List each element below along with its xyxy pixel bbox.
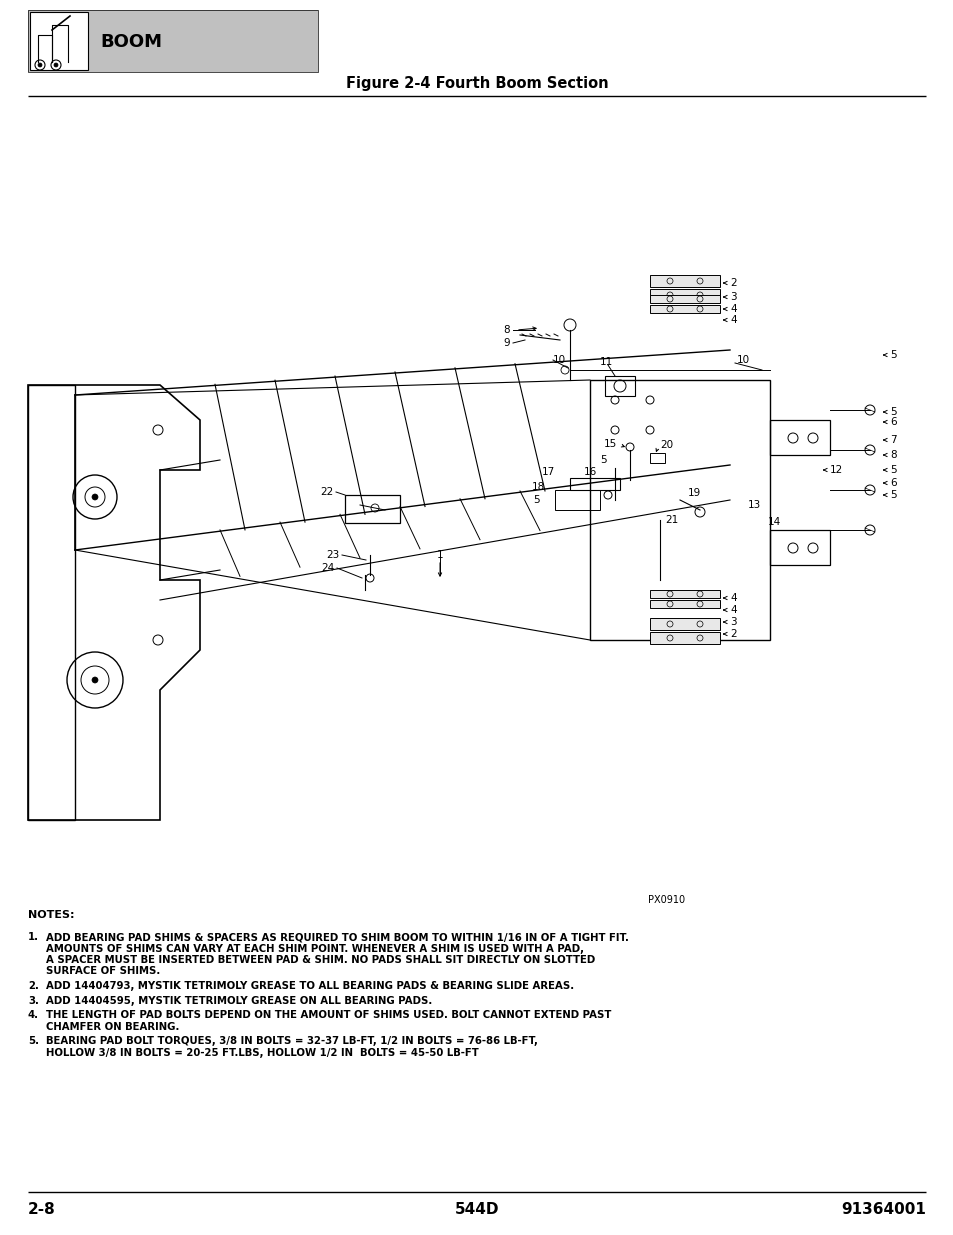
Bar xyxy=(769,530,829,564)
Bar xyxy=(649,600,720,608)
Text: 6: 6 xyxy=(889,417,896,427)
Circle shape xyxy=(91,677,98,683)
Text: 10: 10 xyxy=(737,354,749,366)
Text: 16: 16 xyxy=(583,467,597,477)
Text: ADD 14404595, MYSTIK TETRIMOLY GREASE ON ALL BEARING PADS.: ADD 14404595, MYSTIK TETRIMOLY GREASE ON… xyxy=(46,995,432,1005)
Bar xyxy=(649,305,720,312)
Text: 1: 1 xyxy=(436,550,443,559)
Bar xyxy=(649,289,720,301)
Text: ADD 14404793, MYSTIK TETRIMOLY GREASE TO ALL BEARING PADS & BEARING SLIDE AREAS.: ADD 14404793, MYSTIK TETRIMOLY GREASE TO… xyxy=(46,981,574,990)
Text: 13: 13 xyxy=(747,500,760,510)
Text: 5: 5 xyxy=(889,350,896,359)
Text: 5: 5 xyxy=(889,466,896,475)
Text: 5.: 5. xyxy=(28,1036,39,1046)
Text: BOOM: BOOM xyxy=(100,33,162,51)
Text: 4: 4 xyxy=(729,593,736,603)
Text: 2.: 2. xyxy=(28,981,39,990)
Text: 1.: 1. xyxy=(28,932,39,942)
Bar xyxy=(345,495,399,522)
Text: 22: 22 xyxy=(320,487,334,496)
Text: BEARING PAD BOLT TORQUES, 3/8 IN BOLTS = 32-37 LB-FT, 1/2 IN BOLTS = 76-86 LB-FT: BEARING PAD BOLT TORQUES, 3/8 IN BOLTS =… xyxy=(46,1036,537,1046)
Text: 4: 4 xyxy=(729,605,736,615)
Text: 17: 17 xyxy=(541,467,555,477)
Text: 19: 19 xyxy=(687,488,700,498)
Text: THE LENGTH OF PAD BOLTS DEPEND ON THE AMOUNT OF SHIMS USED. BOLT CANNOT EXTEND P: THE LENGTH OF PAD BOLTS DEPEND ON THE AM… xyxy=(46,1010,611,1020)
Text: 5: 5 xyxy=(889,408,896,417)
Text: 544D: 544D xyxy=(455,1203,498,1218)
Bar xyxy=(769,420,829,454)
Text: 5: 5 xyxy=(889,490,896,500)
Bar xyxy=(604,375,635,396)
Bar xyxy=(589,380,769,640)
Text: 3.: 3. xyxy=(28,995,39,1005)
Text: AMOUNTS OF SHIMS CAN VARY AT EACH SHIM POINT. WHENEVER A SHIM IS USED WITH A PAD: AMOUNTS OF SHIMS CAN VARY AT EACH SHIM P… xyxy=(46,944,583,953)
Text: 18: 18 xyxy=(531,482,544,492)
Text: 23: 23 xyxy=(327,550,339,559)
Bar xyxy=(649,275,720,287)
Bar xyxy=(28,10,317,72)
Text: 91364001: 91364001 xyxy=(841,1203,925,1218)
Text: 2-8: 2-8 xyxy=(28,1203,55,1218)
Circle shape xyxy=(38,63,42,67)
Bar xyxy=(649,295,720,303)
Text: 2: 2 xyxy=(729,629,736,638)
Text: ADD BEARING PAD SHIMS & SPACERS AS REQUIRED TO SHIM BOOM TO WITHIN 1/16 IN OF A : ADD BEARING PAD SHIMS & SPACERS AS REQUI… xyxy=(46,932,628,942)
Text: 11: 11 xyxy=(599,357,613,367)
Text: 20: 20 xyxy=(659,440,673,450)
Text: NOTES:: NOTES: xyxy=(28,910,74,920)
Text: A SPACER MUST BE INSERTED BETWEEN PAD & SHIM. NO PADS SHALL SIT DIRECTLY ON SLOT: A SPACER MUST BE INSERTED BETWEEN PAD & … xyxy=(46,955,595,965)
Text: 5: 5 xyxy=(599,454,606,466)
Text: 7: 7 xyxy=(889,435,896,445)
Text: PX0910: PX0910 xyxy=(647,895,684,905)
Text: SURFACE OF SHIMS.: SURFACE OF SHIMS. xyxy=(46,967,160,977)
Bar xyxy=(30,12,88,70)
Bar xyxy=(649,618,720,630)
Bar xyxy=(649,590,720,598)
Text: 3: 3 xyxy=(729,618,736,627)
Bar xyxy=(569,478,619,490)
Text: 9: 9 xyxy=(503,338,510,348)
Text: 3: 3 xyxy=(729,291,736,303)
Text: Figure 2-4 Fourth Boom Section: Figure 2-4 Fourth Boom Section xyxy=(345,77,608,91)
Circle shape xyxy=(91,494,98,500)
Text: CHAMFER ON BEARING.: CHAMFER ON BEARING. xyxy=(46,1021,179,1031)
Bar xyxy=(649,453,664,463)
Bar xyxy=(28,10,317,72)
Text: HOLLOW 3/8 IN BOLTS = 20-25 FT.LBS, HOLLOW 1/2 IN  BOLTS = 45-50 LB-FT: HOLLOW 3/8 IN BOLTS = 20-25 FT.LBS, HOLL… xyxy=(46,1047,478,1057)
Text: 24: 24 xyxy=(321,563,335,573)
Text: 4: 4 xyxy=(729,304,736,314)
Text: 12: 12 xyxy=(829,466,842,475)
Text: 8: 8 xyxy=(889,450,896,459)
Text: 10: 10 xyxy=(553,354,565,366)
Text: 14: 14 xyxy=(767,517,781,527)
Text: 5: 5 xyxy=(533,495,539,505)
Text: 4: 4 xyxy=(729,315,736,325)
Text: 6: 6 xyxy=(889,478,896,488)
Text: 15: 15 xyxy=(603,438,617,450)
Text: 2: 2 xyxy=(729,278,736,288)
Bar xyxy=(649,632,720,643)
Text: 4.: 4. xyxy=(28,1010,39,1020)
Circle shape xyxy=(54,63,58,67)
Text: 21: 21 xyxy=(664,515,678,525)
Text: 8: 8 xyxy=(503,325,510,335)
